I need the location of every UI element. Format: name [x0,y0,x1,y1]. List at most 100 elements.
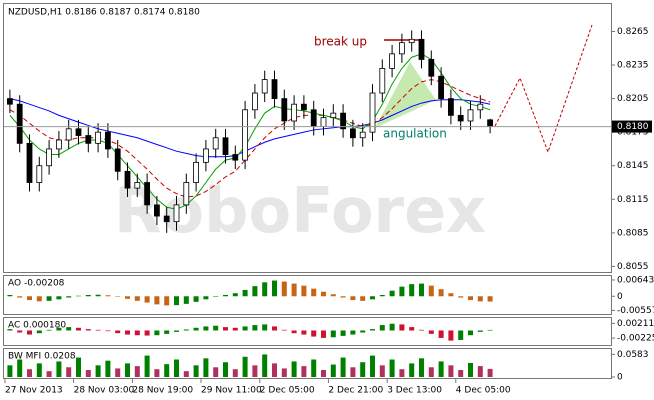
bar [311,359,317,377]
bar [95,294,101,297]
bar [242,326,248,331]
candle-body [291,103,298,122]
x-tick-label: 2 Dec 21:00 [328,386,383,396]
y-tick-label: 0.8235 [617,61,649,71]
bar [438,361,444,377]
bar [183,296,189,304]
bar [36,330,42,334]
bar [144,296,150,303]
bar [438,289,444,297]
y-tick-label: 0.8055 [617,262,649,272]
bar [46,329,52,331]
candle-body [7,98,13,105]
bar [350,330,356,335]
bar [174,296,179,306]
candle-body [202,148,209,163]
bar [223,327,228,331]
bar [232,327,238,331]
bar [85,295,91,297]
bar [174,330,179,332]
bar [17,359,23,377]
annotation: break up [314,35,367,49]
bar [272,280,277,297]
bar [448,365,454,377]
candle-body [261,79,268,94]
candle-body [85,135,92,144]
bar [242,356,248,377]
bar [291,361,297,377]
bar [389,323,395,331]
bar [36,296,42,302]
bar [379,365,385,377]
x-tick-label: 3 Dec 13:00 [387,386,442,396]
bar [419,329,424,331]
bar [252,325,258,331]
bar [56,361,62,377]
candle-body [349,128,356,139]
bar [144,330,150,336]
candle-body [75,128,82,136]
bar [311,288,317,297]
bar [7,329,13,331]
candle-body [114,148,121,172]
y-tick-label: 0.8205 [617,94,649,104]
y-tick-label: 0.00643 [617,275,654,285]
panel-title: AC 0.000180 [8,321,66,331]
bar [105,360,111,377]
bar [330,364,336,377]
bar [272,363,277,377]
candle-body [369,92,376,133]
panel-title: AO -0.00208 [8,279,65,289]
bar [379,325,385,331]
bar [477,296,483,302]
y-tick-label: 0.0583 [617,350,649,360]
bar [115,368,121,377]
bar [448,330,454,341]
candle-body [16,103,23,144]
candle-body [212,137,219,150]
candle-body [408,38,415,44]
bar [46,296,52,301]
candle-body [46,148,52,167]
bar [183,329,189,331]
candle-body [134,182,141,189]
bar [183,371,189,377]
x-tick-label: 27 Nov 2013 [5,386,63,396]
bar [301,330,307,335]
bar [242,289,248,297]
y-tick-label: 0 [617,292,623,302]
candle-body [389,53,396,69]
candle-body [124,170,131,189]
bar [477,330,483,332]
x-tick-label: 28 Nov 19:00 [132,386,193,396]
candle-body [379,68,386,94]
candle-body [251,92,258,111]
y-tick-label: 0.8265 [617,27,649,37]
candle-body [467,109,474,122]
candle-body [359,131,366,139]
bar [458,330,464,340]
bar [262,354,268,377]
bar [164,296,170,306]
bar [66,367,72,377]
x-tick-label: 29 Nov 11:00 [201,386,262,396]
bar [164,330,170,334]
candle-body [271,79,278,100]
bar [203,358,209,377]
y-tick-label: 0.8085 [617,228,649,238]
bar [17,296,23,298]
bar [321,291,326,297]
bar [252,365,258,377]
bar [458,370,464,377]
bar [428,367,434,377]
forecast [494,24,593,154]
bar [27,369,32,377]
candle-body [222,137,229,155]
bar [468,296,473,301]
bar [27,330,32,335]
candle-body [36,165,43,183]
candle-body [438,75,445,100]
bar [105,330,111,332]
bar [321,370,326,377]
panel-title: BW MFI 0.0208 [8,352,76,362]
